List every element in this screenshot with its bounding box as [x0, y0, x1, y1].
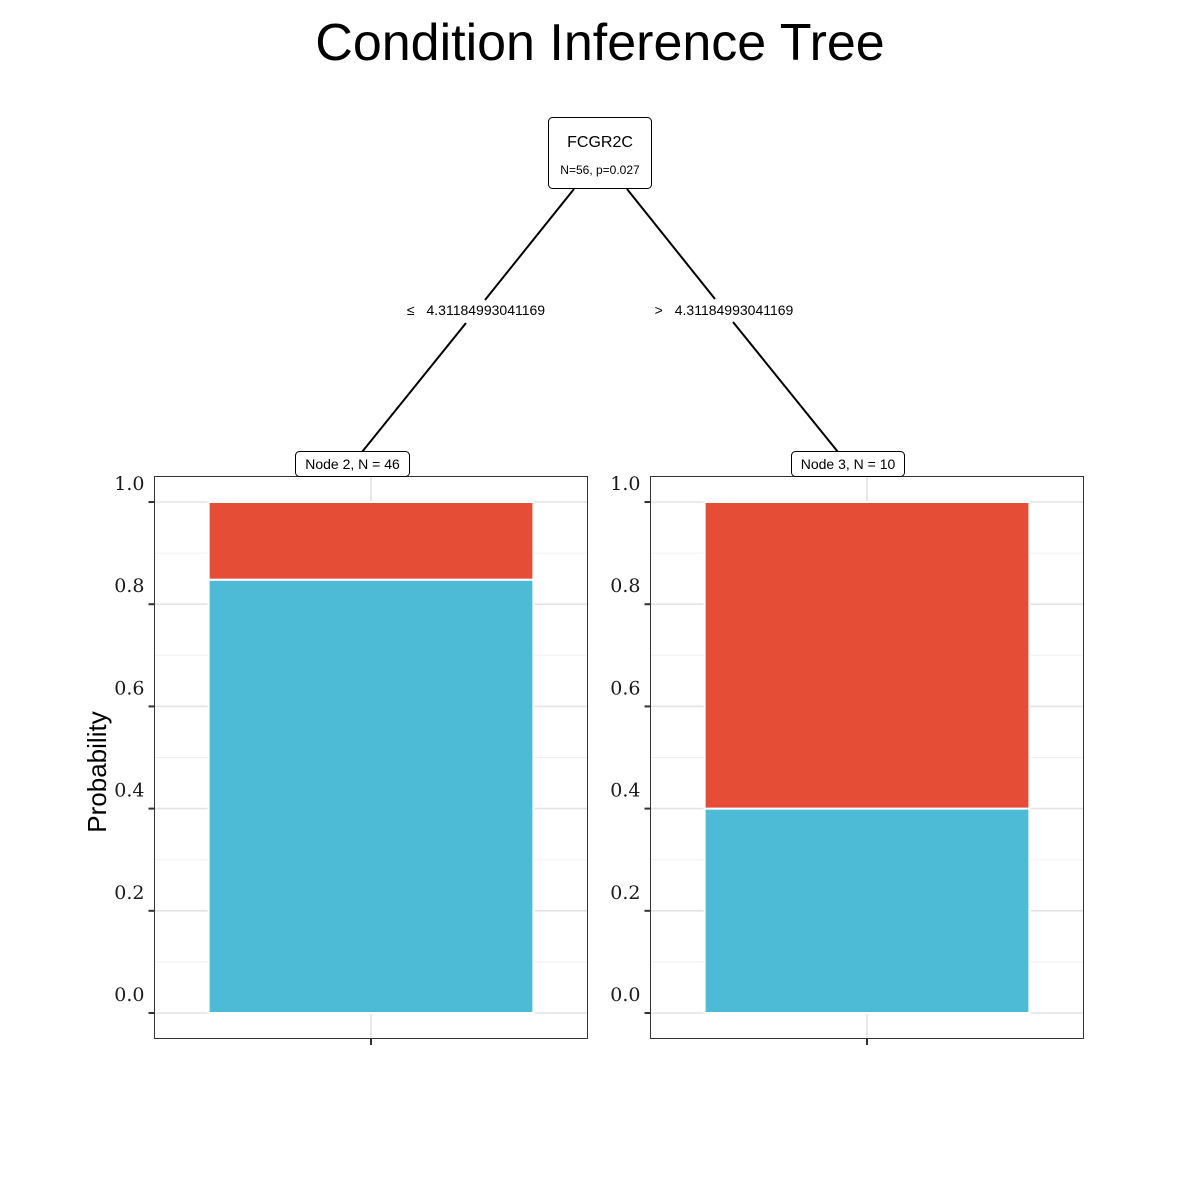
root-node-box — [548, 117, 652, 189]
edge-right-upper — [626, 188, 716, 300]
y-tick-label: 1.0 — [114, 473, 144, 495]
edge-symbol-left: ≤ — [407, 302, 415, 318]
terminal-panel-node-3: 0.0 0.2 0.4 0.6 0.8 1.0 Node 3, N = 10 — [610, 451, 1084, 1045]
panel-y-axis: 0.0 0.2 0.4 0.6 0.8 1.0 — [610, 473, 651, 1014]
terminal-node-label-box — [295, 451, 410, 477]
edge-symbol-right: > — [655, 302, 663, 318]
terminal-node-label-box — [791, 451, 905, 477]
y-tick-label: 0.0 — [610, 984, 640, 1006]
y-tick-label: 0.4 — [114, 780, 144, 802]
edge-label-right: > 4.31184993041169 — [655, 302, 794, 318]
edge-threshold-left: 4.31184993041169 — [426, 302, 545, 318]
edge-left-lower — [361, 322, 467, 453]
y-tick-label: 1.0 — [610, 473, 640, 495]
terminal-node-label: Node 2, N = 46 — [305, 456, 400, 472]
bar-segment-class-2 — [703, 501, 1031, 810]
terminal-panel-node-2: 0.0 0.2 0.4 0.6 0.8 1.0 Node 2, N = 46 — [114, 451, 588, 1045]
edge-left-upper — [484, 188, 575, 301]
bar-segment-class-1 — [703, 807, 1031, 1014]
bar-segment-class-2 — [207, 501, 535, 581]
panel-bars — [703, 501, 1031, 1014]
panel-y-axis: 0.0 0.2 0.4 0.6 0.8 1.0 — [114, 473, 155, 1014]
y-tick-label: 0.0 — [114, 984, 144, 1006]
y-axis-label: Probability — [82, 711, 112, 832]
y-tick-label: 0.2 — [114, 882, 144, 904]
terminal-node-label: Node 3, N = 10 — [801, 456, 896, 472]
y-tick-label: 0.4 — [610, 780, 640, 802]
root-node-stats: N=56, p=0.027 — [560, 163, 640, 177]
edge-threshold-right: 4.31184993041169 — [675, 302, 794, 318]
chart-title: Condition Inference Tree — [315, 14, 884, 72]
root-node-variable: FCGR2C — [567, 134, 633, 151]
panel-bars — [207, 501, 535, 1014]
y-tick-label: 0.6 — [610, 677, 640, 699]
edge-right-lower — [732, 321, 839, 453]
tree-edges — [361, 188, 839, 453]
root-node: FCGR2C N=56, p=0.027 — [548, 117, 652, 189]
y-tick-label: 0.8 — [610, 575, 640, 597]
bar-segment-class-1 — [207, 578, 535, 1014]
y-tick-label: 0.8 — [114, 575, 144, 597]
y-tick-label: 0.2 — [610, 882, 640, 904]
edge-label-left: ≤ 4.31184993041169 — [407, 302, 545, 318]
y-tick-label: 0.6 — [114, 677, 144, 699]
